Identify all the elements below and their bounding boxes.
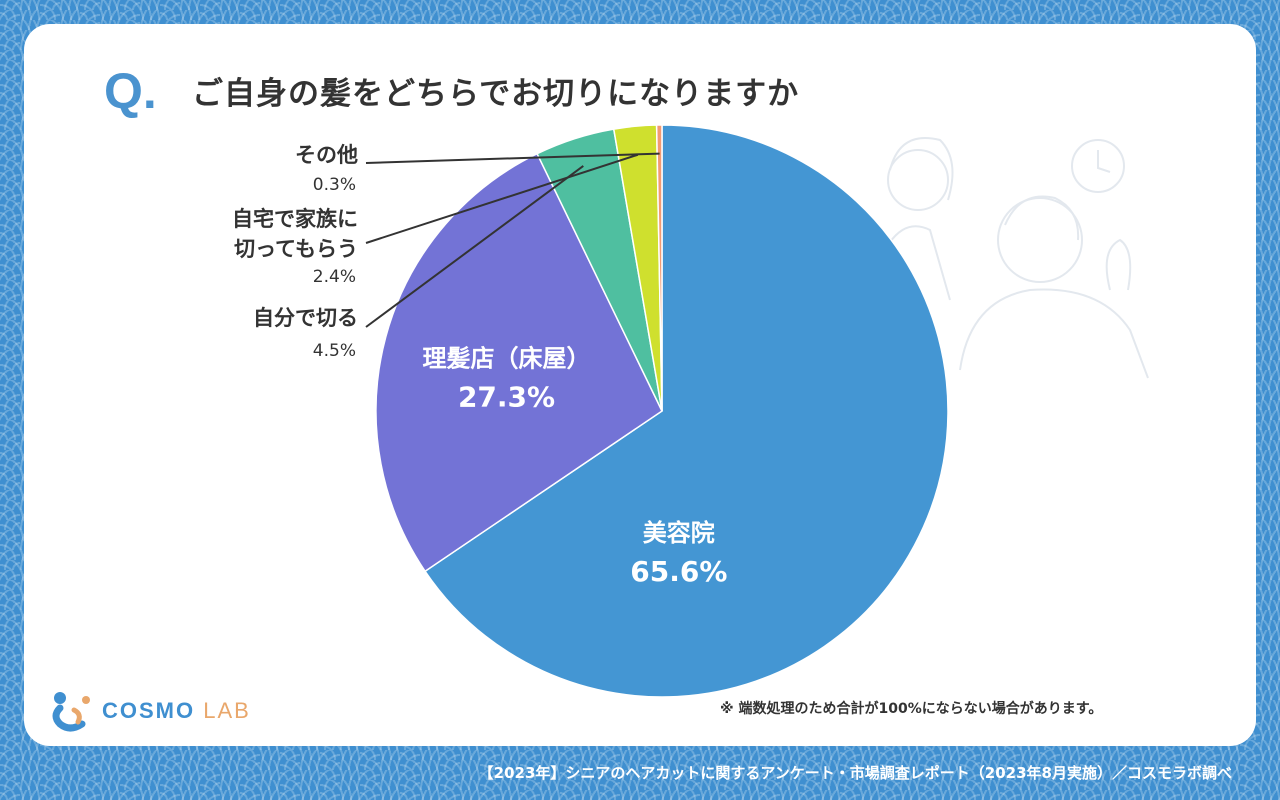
slice-label-jibun: 自分で切る	[253, 306, 358, 330]
pie-slice-sonota	[655, 124, 663, 412]
logo-text-main: COSMO	[102, 698, 196, 723]
footer-source: 【2023年】シニアのヘアカットに関するアンケート・市場調査レポート（2023年…	[478, 764, 1232, 782]
slice-value-sonota: 0.3%	[313, 175, 356, 195]
question-mark: Q.	[104, 63, 157, 119]
slice-value-biyouin: 65.6%	[630, 555, 727, 588]
pie-slice-biyouin	[424, 124, 949, 698]
clock-icon	[1071, 139, 1125, 193]
rounding-note: ※ 端数処理のため合計が100%にならない場合があります。	[720, 701, 1103, 717]
pie-slice-rihatsuten	[375, 152, 663, 573]
slice-value-kazoku: 2.4%	[313, 267, 356, 287]
slice-label-kazoku-line1: 自宅で家族に	[232, 207, 358, 231]
logo-text-sub: LAB	[203, 698, 251, 723]
slice-label-kazoku-line2: 切ってもらう	[234, 237, 358, 261]
question-title: ご自身の髪をどちらでお切りになりますか	[192, 76, 800, 112]
slice-value-jibun: 4.5%	[313, 341, 356, 361]
leader-line-jibun	[365, 165, 584, 328]
logo-text: COSMO LAB	[102, 698, 251, 724]
slice-label-sonota: その他	[295, 143, 358, 167]
leader-line-kazoku	[365, 153, 639, 244]
logo-mark-icon	[48, 688, 94, 734]
slice-value-rihatsuten: 27.3%	[458, 381, 555, 414]
slice-label-biyouin: 美容院	[643, 519, 715, 547]
slice-label-rihatsuten: 理髪店（床屋）	[423, 345, 591, 373]
cosmo-lab-logo: COSMO LAB	[48, 688, 251, 734]
leader-line-sonota	[365, 152, 660, 164]
